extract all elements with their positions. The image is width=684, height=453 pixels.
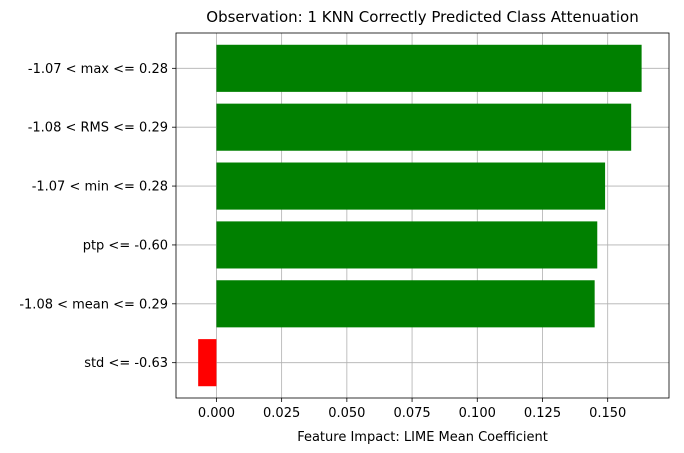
bar-5 [198, 339, 217, 387]
bars [198, 44, 642, 387]
y-tick-label: -1.07 < min <= 0.28 [32, 180, 168, 195]
x-tick-label: 0.100 [459, 406, 496, 421]
x-axis-ticks: 0.000 0.025 0.050 0.075 0.100 0.125 0.150 [198, 398, 626, 421]
bar-1 [216, 103, 632, 151]
bar-0 [216, 44, 642, 92]
y-axis-ticks: -1.07 < max <= 0.28 -1.08 < RMS <= 0.29 -1… [19, 62, 176, 371]
x-tick-label: 0.000 [198, 406, 235, 421]
x-tick-label: 0.075 [393, 406, 430, 421]
y-tick-label: std <= -0.63 [84, 356, 168, 371]
y-tick-label: ptp <= -0.60 [83, 238, 168, 253]
plot-frame [175, 32, 670, 399]
y-tick-label: -1.08 < RMS <= 0.29 [28, 121, 168, 136]
axes-frame [175, 32, 670, 399]
bar-4 [216, 280, 595, 328]
x-axis-label: Feature Impact: LIME Mean Coefficient [297, 430, 548, 445]
x-tick-label: 0.025 [263, 406, 300, 421]
x-tick-label: 0.050 [328, 406, 365, 421]
chart-title: Observation: 1 KNN Correctly Predicted C… [206, 8, 638, 26]
bar-3 [216, 221, 598, 269]
y-tick-label: -1.07 < max <= 0.28 [28, 62, 168, 77]
y-tick-label: -1.08 < mean <= 0.29 [19, 297, 168, 312]
x-tick-label: 0.150 [589, 406, 626, 421]
x-tick-label: 0.125 [524, 406, 561, 421]
bar-2 [216, 162, 606, 210]
